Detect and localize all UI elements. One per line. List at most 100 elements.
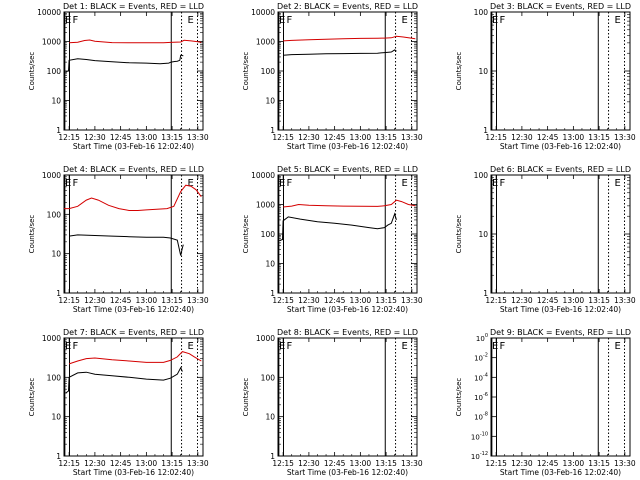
time-marker-label: E	[402, 341, 408, 352]
panel-title: Det 4: BLACK = Events, RED = LLD	[63, 165, 204, 174]
y-tick-label: 10-6	[474, 392, 488, 402]
x-tick-label: 13:15	[588, 296, 610, 305]
x-axis-label: Start Time (03-Feb-16 12:02:40)	[287, 305, 408, 314]
x-tick-label: 12:30	[298, 459, 320, 468]
y-tick-label: 1	[270, 452, 275, 461]
x-axis-label: Start Time (03-Feb-16 12:02:40)	[500, 468, 621, 477]
panel-title: Det 2: BLACK = Events, RED = LLD	[277, 2, 418, 11]
detector-panel-2: Det 2: BLACK = Events, RED = LLD 1 10 100 10…	[242, 2, 423, 151]
y-axis-label: Counts/sec	[455, 378, 463, 417]
x-tick-label: 12:30	[511, 133, 533, 142]
x-tick-label: 13:30	[401, 459, 423, 468]
x-tick-label: 13:30	[614, 459, 636, 468]
y-tick-label: 10-8	[474, 412, 488, 422]
x-tick-label: 12:30	[511, 459, 533, 468]
time-marker-label: E	[279, 341, 285, 352]
y-tick-label: 1	[270, 126, 275, 135]
x-tick-label: 12:45	[324, 296, 346, 305]
x-tick-label: 13:00	[350, 459, 372, 468]
panel-title: Det 1: BLACK = Events, RED = LLD	[63, 2, 204, 11]
x-tick-label: 13:00	[563, 459, 585, 468]
x-tick-label: 12:45	[324, 459, 346, 468]
x-tick-label: 12:15	[485, 459, 507, 468]
y-tick-label: 1	[270, 289, 275, 298]
x-tick-label: 12:30	[298, 296, 320, 305]
x-tick-label: 13:30	[187, 459, 209, 468]
plot-frame	[63, 337, 204, 457]
x-tick-label: 12:15	[58, 133, 80, 142]
y-axis-label: Counts/sec	[28, 215, 36, 254]
x-tick-label: 12:30	[84, 133, 106, 142]
time-marker-label: E	[402, 15, 408, 26]
detector-panel-6: Det 6: BLACK = Events, RED = LLD 1 10 100 12…	[455, 165, 636, 314]
x-tick-label: 13:15	[161, 296, 183, 305]
plot-frame	[277, 174, 418, 294]
x-tick-label: 12:45	[537, 296, 559, 305]
y-tick-label: 1	[56, 126, 61, 135]
detector-panel-4: Det 4: BLACK = Events, RED = LLD 1 10 100 10…	[28, 165, 209, 314]
y-tick-label: 10	[51, 250, 61, 259]
y-axis-label: Counts/sec	[455, 52, 463, 91]
y-tick-label: 100	[261, 230, 276, 239]
y-tick-label: 100	[47, 373, 62, 382]
x-tick-label: 13:15	[588, 133, 610, 142]
y-tick-label: 100	[474, 8, 489, 17]
y-tick-label: 10-2	[474, 353, 488, 363]
x-tick-label: 13:00	[136, 296, 158, 305]
y-tick-label: 1000	[256, 38, 275, 47]
plot-frame	[63, 11, 204, 131]
y-tick-label: 100	[476, 333, 488, 343]
x-axis-label: Start Time (03-Feb-16 12:02:40)	[287, 468, 408, 477]
plot-frame	[490, 174, 631, 294]
x-tick-label: 13:15	[161, 459, 183, 468]
x-tick-label: 12:45	[110, 296, 132, 305]
time-marker-label: E	[65, 178, 71, 189]
y-axis-label: Counts/sec	[28, 52, 36, 91]
y-tick-label: 100	[261, 67, 276, 76]
series-events-line	[279, 212, 397, 241]
x-tick-label: 13:30	[187, 133, 209, 142]
y-tick-label: 10000	[251, 171, 275, 180]
time-marker-label: E	[188, 15, 194, 26]
time-marker-label: E	[492, 15, 498, 26]
series-events-line	[65, 54, 184, 73]
y-tick-label: 1000	[42, 38, 61, 47]
time-marker-label: E	[402, 178, 408, 189]
time-marker-label: E	[615, 178, 621, 189]
y-tick-label: 10	[478, 67, 488, 76]
y-tick-label: 1	[56, 452, 61, 461]
y-tick-label: 1000	[42, 171, 61, 180]
x-tick-label: 12:15	[485, 133, 507, 142]
y-axis-label: Counts/sec	[28, 378, 36, 417]
x-tick-label: 12:30	[84, 296, 106, 305]
x-axis-label: Start Time (03-Feb-16 12:02:40)	[500, 142, 621, 151]
x-tick-label: 12:15	[272, 296, 294, 305]
x-tick-label: 12:45	[110, 459, 132, 468]
x-tick-label: 13:30	[401, 133, 423, 142]
y-tick-label: 1	[483, 126, 488, 135]
time-marker-label: F	[286, 178, 292, 189]
x-tick-label: 13:15	[375, 133, 397, 142]
x-tick-label: 12:45	[324, 133, 346, 142]
plot-frame	[63, 174, 204, 294]
x-axis-label: Start Time (03-Feb-16 12:02:40)	[73, 468, 194, 477]
panel-title: Det 3: BLACK = Events, RED = LLD	[490, 2, 631, 11]
y-tick-label: 1000	[256, 201, 275, 210]
time-marker-label: F	[72, 15, 78, 26]
y-tick-label: 100	[47, 67, 62, 76]
time-marker-label: E	[492, 178, 498, 189]
y-tick-label: 10	[265, 97, 275, 106]
y-tick-label: 10	[265, 260, 275, 269]
plot-frame	[490, 11, 631, 131]
y-tick-label: 100	[261, 373, 276, 382]
y-axis-label: Counts/sec	[242, 52, 250, 91]
x-tick-label: 12:45	[110, 133, 132, 142]
detector-panel-8: Det 8: BLACK = Events, RED = LLD 1 10 100 10…	[242, 328, 423, 477]
time-marker-label: F	[499, 341, 505, 352]
panel-title: Det 9: BLACK = Events, RED = LLD	[490, 328, 631, 337]
x-tick-label: 13:15	[375, 296, 397, 305]
detector-panel-3: Det 3: BLACK = Events, RED = LLD 1 10 100 12…	[455, 2, 636, 151]
x-tick-label: 12:15	[485, 296, 507, 305]
series-events-line	[69, 234, 184, 256]
